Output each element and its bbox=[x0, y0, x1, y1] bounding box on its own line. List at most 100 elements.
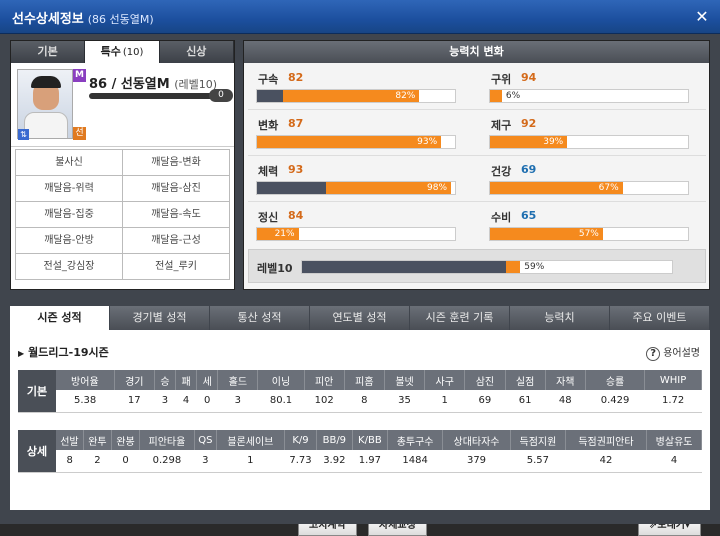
table-cell: 1.72 bbox=[644, 390, 702, 413]
column-header: 승 bbox=[154, 370, 177, 390]
column-header: 피홈 bbox=[344, 370, 385, 390]
stat-row: 수비 65 57% bbox=[487, 203, 702, 249]
table-cell: 3 bbox=[217, 390, 258, 413]
table-cell: 4 bbox=[646, 450, 702, 473]
column-header: WHIP bbox=[644, 370, 702, 390]
table-cell: 61 bbox=[505, 390, 546, 413]
tab-training-record[interactable]: 시즌 훈련 기록 bbox=[410, 306, 509, 330]
stat-value: 92 bbox=[521, 117, 537, 130]
grade-badge: M bbox=[73, 69, 86, 82]
tab-yearly-record[interactable]: 연도별 성적 bbox=[310, 306, 409, 330]
column-header: QS bbox=[194, 430, 217, 450]
stats-header: 능력치 변화 bbox=[244, 41, 709, 63]
table-cell: 3 bbox=[194, 450, 217, 473]
column-header: 방어율 bbox=[56, 370, 115, 390]
level-row: 레벨10 59% bbox=[248, 249, 706, 283]
table-cell: 69 bbox=[464, 390, 505, 413]
column-header: 득점지원 bbox=[510, 430, 566, 450]
swap-icon[interactable]: ⇅ bbox=[18, 129, 29, 140]
uniform-shape bbox=[24, 112, 68, 138]
stat-bar: 82% bbox=[256, 89, 456, 103]
table-row: 8 2 0 0.298 3 1 7.73 3.92 1.97 1484 379 … bbox=[18, 450, 702, 473]
column-header: BB/9 bbox=[316, 430, 353, 450]
stat-row: 제구 92 39% bbox=[487, 111, 702, 157]
stat-label: 수비 bbox=[491, 211, 512, 224]
column-header: 볼넷 bbox=[384, 370, 426, 390]
column-header: 삼진 bbox=[464, 370, 506, 390]
basic-row-head: 기본 bbox=[18, 370, 56, 413]
bullet-icon: ▶ bbox=[18, 349, 25, 358]
stat-bar-base bbox=[257, 182, 327, 194]
close-button[interactable]: ✕ bbox=[695, 7, 709, 26]
stat-row: 정신 84 21% bbox=[254, 203, 469, 249]
stat-label: 구속 bbox=[258, 73, 279, 86]
table-cell: 4 bbox=[175, 390, 197, 413]
stat-label: 제구 bbox=[491, 119, 512, 132]
column-header: 실점 bbox=[505, 370, 546, 390]
stat-bar-fill bbox=[490, 182, 623, 194]
skill-item[interactable]: 깨달음-위력 bbox=[16, 176, 123, 202]
tab-basic[interactable]: 기본 bbox=[11, 41, 86, 63]
column-header: 승률 bbox=[585, 370, 646, 390]
stat-bar-fill bbox=[257, 228, 299, 240]
player-level: (레벨10) bbox=[174, 78, 218, 91]
stat-bar-base bbox=[257, 90, 283, 102]
table-cell: 48 bbox=[545, 390, 586, 413]
tab-career-record[interactable]: 통산 성적 bbox=[210, 306, 309, 330]
column-header: 패 bbox=[175, 370, 198, 390]
help-icon: ? bbox=[646, 347, 661, 361]
column-header: 득점권피안타 bbox=[565, 430, 648, 450]
tab-season-record[interactable]: 시즌 성적 bbox=[10, 306, 109, 330]
glossary-link[interactable]: ? 용어설명 bbox=[646, 344, 700, 361]
stat-label: 변화 bbox=[258, 119, 279, 132]
skills-grid: 불사신 깨달음-변화 깨달음-위력 깨달음-삼진 깨달음-집중 깨달음-속도 깨… bbox=[15, 149, 230, 280]
record-tabs: 시즌 성적 경기별 성적 통산 성적 연도별 성적 시즌 훈련 기록 능력치 주… bbox=[10, 306, 710, 330]
footer-strip bbox=[0, 510, 720, 524]
tab-special-count: (10) bbox=[122, 47, 144, 58]
column-header: 이닝 bbox=[257, 370, 305, 390]
row-divider bbox=[248, 201, 706, 202]
table-cell: 1.97 bbox=[352, 450, 388, 473]
skill-item[interactable]: 전설_루키 bbox=[123, 254, 230, 280]
skill-item[interactable]: 깨달음-근성 bbox=[123, 228, 230, 254]
table-cell: 379 bbox=[442, 450, 511, 473]
column-header: 홀드 bbox=[217, 370, 259, 390]
column-header: K/BB bbox=[352, 430, 389, 450]
tab-game-record[interactable]: 경기별 성적 bbox=[110, 306, 209, 330]
table-cell: 3.92 bbox=[316, 450, 353, 473]
player-name: 86 / 선동열M (레벨10) bbox=[89, 73, 217, 92]
tab-abilities[interactable]: 능력치 bbox=[510, 306, 609, 330]
level-bar: 59% bbox=[301, 260, 673, 274]
stat-value: 84 bbox=[288, 209, 304, 222]
skill-item[interactable]: 불사신 bbox=[16, 150, 123, 176]
table-cell: 2 bbox=[83, 450, 112, 473]
tab-personal[interactable]: 신상 bbox=[159, 41, 234, 63]
skill-item[interactable]: 깨달음-속도 bbox=[123, 202, 230, 228]
table-cell: 17 bbox=[114, 390, 155, 413]
table-cell: 5.57 bbox=[510, 450, 566, 473]
skill-item[interactable]: 깨달음-안방 bbox=[16, 228, 123, 254]
position-badge: 선 bbox=[73, 127, 86, 140]
level-label: 레벨10 bbox=[257, 262, 293, 275]
table-cell: 5.38 bbox=[56, 390, 115, 413]
table-row: 5.38 17 3 4 0 3 80.1 102 8 35 1 69 61 48… bbox=[18, 390, 702, 413]
level-bar-base bbox=[302, 261, 506, 273]
stat-bar-fill bbox=[490, 228, 603, 240]
column-header: 총투구수 bbox=[387, 430, 443, 450]
skill-item[interactable]: 전설_강심장 bbox=[16, 254, 123, 280]
tab-events[interactable]: 주요 이벤트 bbox=[610, 306, 709, 330]
skill-item[interactable]: 깨달음-집중 bbox=[16, 202, 123, 228]
column-header: 경기 bbox=[114, 370, 155, 390]
skill-item[interactable]: 깨달음-변화 bbox=[123, 150, 230, 176]
stat-bar: 67% bbox=[489, 181, 689, 195]
window-title: 선수상세정보 (86 선동열M) bbox=[12, 8, 154, 27]
column-header: 블론세이브 bbox=[216, 430, 285, 450]
window-title-text: 선수상세정보 bbox=[12, 12, 84, 27]
exp-bar bbox=[89, 93, 229, 99]
column-header: 피안타율 bbox=[139, 430, 195, 450]
tab-special[interactable]: 특수 (10) bbox=[85, 41, 160, 63]
stat-percent: 57% bbox=[578, 229, 599, 239]
stat-percent: 6% bbox=[505, 91, 521, 101]
stat-bar: 98% bbox=[256, 181, 456, 195]
skill-item[interactable]: 깨달음-삼진 bbox=[123, 176, 230, 202]
